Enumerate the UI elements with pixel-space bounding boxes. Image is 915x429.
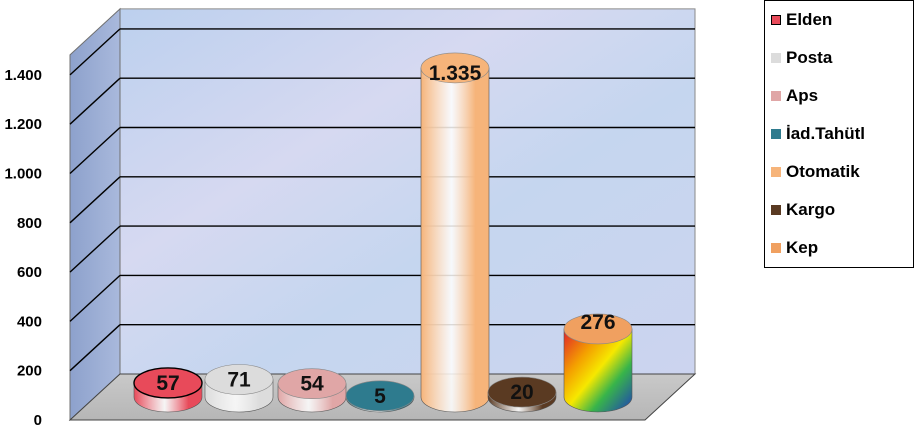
legend-item: Otomatik [771,161,860,183]
y-tick-label: 0 [34,412,42,429]
bar-otomatik [420,52,490,413]
legend-item: Kep [771,237,818,259]
data-labels: 57 71 54 5 1.335 20 276 [156,62,615,408]
legend-swatch [771,205,781,215]
data-label-0: 57 [156,372,179,395]
bar-top [420,52,490,84]
y-tick-label: 1.200 [4,116,42,133]
data-label-3: 5 [374,385,386,408]
side-wall [69,7,121,422]
legend-swatch [771,243,781,253]
legend-label: Elden [786,10,833,29]
legend-label: Kep [786,238,819,257]
gridline-side [69,176,121,224]
legend-label: Aps [786,86,819,105]
data-label-6: 276 [580,311,615,334]
legend-label: İad.Tahütl [786,124,866,143]
data-label-4: 1.335 [429,62,482,85]
legend-label: Otomatik [786,162,860,181]
legend: Elden Posta Aps İad.Tahütl Otomatik Kargo Kep [764,0,914,268]
bar-body [563,328,633,413]
bar-top [563,313,633,345]
gridline-side [69,324,121,372]
bar-elden [133,367,203,413]
gridline-side [69,126,121,175]
bar-kep [563,313,633,413]
bar-top [133,367,203,399]
y-tick-label: 800 [17,215,42,232]
legend-item: Elden [771,9,832,31]
gridline-side [69,274,121,322]
bar-top [487,376,557,408]
legend-swatch [771,53,781,63]
legend-swatch [771,15,781,25]
y-tick-label: 600 [17,264,42,281]
gridline-side [69,28,121,76]
y-tick-label: 400 [17,313,42,330]
legend-label: Posta [786,48,833,67]
data-label-1: 71 [227,368,251,391]
legend-label: Kargo [786,200,836,219]
bar-top [345,380,415,412]
bar-aps [277,368,347,413]
legend-item: İad.Tahütl [771,123,865,145]
bar-i-ad-tah-tl [345,380,415,413]
legend-swatch [771,91,781,101]
bar-body [420,67,490,413]
legend-swatch [771,129,781,139]
y-tick-label: 1.000 [4,166,42,183]
legend-swatch [771,167,781,177]
legend-item: Kargo [771,199,835,221]
legend-item: Aps [771,85,818,107]
bar-kargo [487,376,557,413]
y-tick-label: 1.400 [4,67,42,84]
gridline-side [69,77,121,125]
data-label-2: 54 [300,373,324,396]
bar-posta [204,364,274,413]
bar-top [204,364,274,395]
data-label-5: 20 [510,381,533,404]
gridline-side [69,225,121,273]
bars [133,52,633,413]
y-axis-ticks: 0 200 400 600 800 1.000 1.200 1.400 [4,67,42,429]
legend-item: Posta [771,47,832,69]
y-tick-label: 200 [17,363,42,380]
bar-top [277,368,347,399]
